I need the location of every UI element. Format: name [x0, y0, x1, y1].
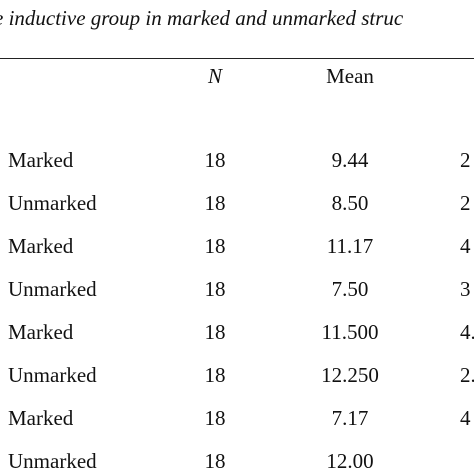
mean-cell: 11.17 [326, 234, 374, 258]
sd-cell: 4 [460, 234, 471, 258]
mean-cell: 7.50 [331, 277, 369, 301]
row-label: Marked [8, 320, 74, 344]
sd-cell: 4. [460, 320, 474, 344]
mean-cell: 12.00 [326, 449, 374, 473]
n-cell: 18 [204, 148, 226, 172]
sd-cell: 2 [460, 148, 471, 172]
mean-cell: 11.500 [321, 320, 379, 344]
sd-cell: 2 [460, 191, 471, 215]
row-label: Unmarked [8, 363, 97, 387]
n-cell: 18 [204, 363, 226, 387]
sd-cell: 3 [460, 277, 471, 301]
top-rule [0, 58, 474, 59]
mean-cell: 9.44 [331, 148, 369, 172]
sd-cell: 4 [460, 406, 471, 430]
mean-cell: 12.250 [321, 363, 379, 387]
n-cell: 18 [204, 191, 226, 215]
mean-cell: 8.50 [331, 191, 369, 215]
n-cell: 18 [204, 277, 226, 301]
row-label: Marked [8, 234, 74, 258]
n-cell: 18 [204, 234, 226, 258]
n-cell: 18 [204, 320, 226, 344]
row-label: Unmarked [8, 449, 97, 473]
row-label: Marked [8, 148, 74, 172]
row-label: Unmarked [8, 277, 97, 301]
column-header: N [207, 64, 222, 88]
row-label: Marked [8, 406, 74, 430]
row-label: Unmarked [8, 191, 97, 215]
n-cell: 18 [204, 449, 226, 473]
n-cell: 18 [204, 406, 226, 430]
sd-cell: 2. [460, 363, 474, 387]
table-title: e inductive group in marked and unmarked… [0, 6, 404, 30]
mean-cell: 7.17 [331, 406, 369, 430]
column-header: Mean [326, 64, 374, 88]
